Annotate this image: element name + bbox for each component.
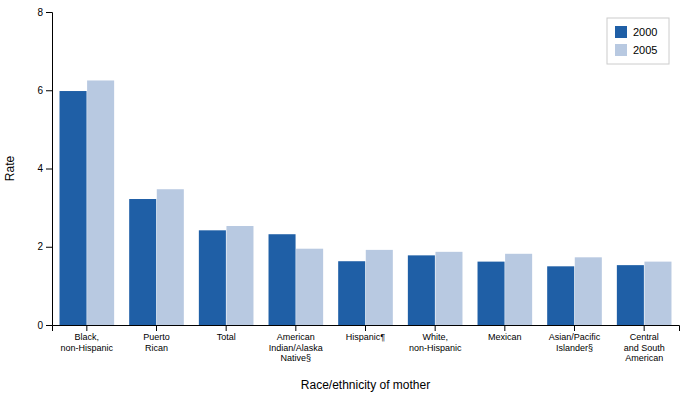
legend-label: 2000 — [633, 26, 657, 38]
bar — [644, 262, 671, 325]
tick-mark — [504, 325, 505, 331]
tick-label: Centraland SouthAmerican — [624, 332, 665, 363]
tick-label-line: non-Hispanic — [61, 343, 114, 353]
tick-label-line: White, — [422, 332, 448, 342]
tick: Black,non-Hispanic — [61, 325, 114, 353]
tick-label: White,non-Hispanic — [409, 332, 462, 352]
tick-mark — [46, 169, 52, 170]
y-axis-title: Rate — [3, 156, 17, 182]
axis-line — [46, 13, 53, 326]
legend-swatch — [615, 44, 627, 56]
tick-mark — [644, 325, 645, 331]
tick: 2 — [37, 241, 52, 252]
bar — [199, 230, 226, 325]
tick-label-line: Rican — [145, 343, 168, 353]
tick-label-line: Central — [630, 332, 659, 342]
tick: Asian/PacificIslander§ — [549, 325, 601, 353]
tick-label-line: Black, — [75, 332, 100, 342]
tick-label: Mexican — [488, 332, 522, 342]
tick: 8 — [37, 7, 52, 18]
tick-label-line: Total — [217, 332, 236, 342]
x-axis: Black,non-HispanicPuertoRicanTotalAmeric… — [53, 325, 680, 363]
legend-item: 2000 — [615, 26, 657, 38]
bar — [338, 261, 365, 325]
series — [87, 80, 671, 325]
bar — [157, 189, 184, 325]
tick-label-line: American — [625, 353, 663, 363]
tick: Centraland SouthAmerican — [624, 325, 665, 363]
tick-label-line: Puerto — [143, 332, 170, 342]
tick-mark — [46, 90, 52, 91]
bar — [547, 266, 574, 325]
bar — [617, 265, 644, 325]
bar — [87, 80, 114, 325]
legend-item: 2005 — [615, 44, 657, 56]
bar — [435, 252, 462, 325]
tick-label: Black,non-Hispanic — [61, 332, 114, 352]
bar — [226, 226, 253, 325]
tick-label-line: Asian/Pacific — [549, 332, 601, 342]
tick-label: 2 — [37, 241, 43, 252]
tick-label: Asian/PacificIslander§ — [549, 332, 601, 352]
tick-label-line: Indian/Alaska — [269, 343, 323, 353]
plot: Black,non-HispanicPuertoRicanTotalAmeric… — [37, 7, 679, 363]
series — [60, 91, 644, 325]
legend-label: 2005 — [633, 44, 657, 56]
tick-mark — [156, 325, 157, 331]
legend: 2000 2005 — [607, 18, 669, 64]
tick-mark — [295, 325, 296, 331]
tick-label-line: Mexican — [488, 332, 522, 342]
tick-label-line: Hispanic¶ — [346, 332, 386, 342]
tick-label: AmericanIndian/AlaskaNative§ — [269, 332, 323, 363]
bar — [129, 199, 156, 325]
tick: 0 — [37, 320, 52, 331]
tick-label-line: Islander§ — [556, 343, 593, 353]
chart: Black,non-HispanicPuertoRicanTotalAmeric… — [0, 0, 691, 397]
tick: Total — [217, 325, 236, 342]
tick: 6 — [37, 85, 52, 96]
tick-mark — [365, 325, 366, 331]
legend-frame — [607, 18, 669, 64]
tick-label: 8 — [37, 7, 43, 18]
tick-label: PuertoRican — [143, 332, 170, 352]
tick-mark — [46, 12, 52, 13]
tick-label: 0 — [37, 320, 43, 331]
legend-swatch — [615, 26, 627, 38]
tick-label-line: Native§ — [281, 353, 312, 363]
tick: PuertoRican — [143, 325, 170, 353]
axis-line — [53, 326, 680, 332]
tick: Hispanic¶ — [346, 325, 386, 342]
tick-label: Hispanic¶ — [346, 332, 386, 342]
bars — [60, 80, 672, 325]
tick-mark — [46, 325, 52, 326]
tick-label-line: non-Hispanic — [409, 343, 462, 353]
tick-label-line: and South — [624, 343, 665, 353]
bar — [366, 250, 393, 325]
tick-label: Total — [217, 332, 236, 342]
tick: White,non-Hispanic — [409, 325, 462, 353]
bar — [478, 262, 505, 325]
tick: 4 — [37, 163, 52, 174]
tick-mark — [46, 247, 52, 248]
tick-mark — [574, 325, 575, 331]
tick-mark — [435, 325, 436, 331]
bar — [60, 91, 87, 325]
tick-mark — [86, 325, 87, 331]
bar — [408, 255, 435, 325]
y-axis: 0 2 4 6 8 — [37, 7, 52, 331]
x-axis-title: Race/ethnicity of mother — [301, 378, 430, 392]
bar — [296, 249, 323, 325]
bar — [269, 234, 296, 325]
tick: AmericanIndian/AlaskaNative§ — [269, 325, 323, 363]
bar — [575, 257, 602, 325]
tick-label: 4 — [37, 163, 43, 174]
tick-label-line: American — [277, 332, 315, 342]
tick-label: 6 — [37, 85, 43, 96]
bar — [505, 254, 532, 325]
tick: Mexican — [488, 325, 522, 342]
tick-mark — [226, 325, 227, 331]
